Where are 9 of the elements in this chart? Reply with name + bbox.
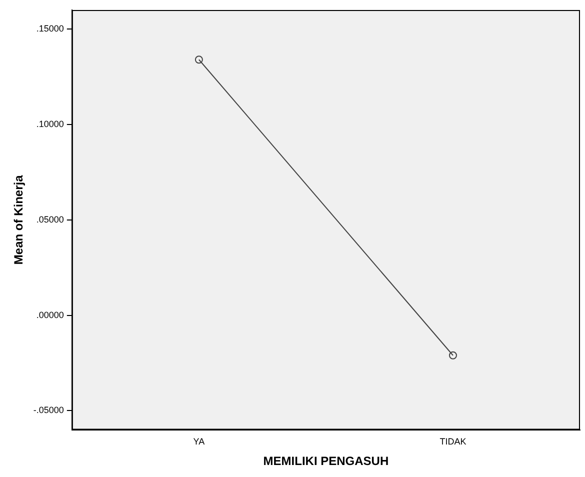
x-axis-title: MEMILIKI PENGASUH: [263, 454, 389, 468]
y-tick-label: -.05000: [33, 405, 64, 416]
y-tick-label: .05000: [36, 214, 64, 224]
x-tick-label: TIDAK: [440, 436, 466, 447]
y-tick-label: .15000: [36, 24, 64, 34]
y-axis-title: Mean of Kinerja: [12, 174, 26, 265]
y-tick-label: .10000: [36, 118, 64, 129]
x-tick-label: YA: [193, 436, 205, 447]
y-tick-label: .00000: [36, 310, 64, 320]
